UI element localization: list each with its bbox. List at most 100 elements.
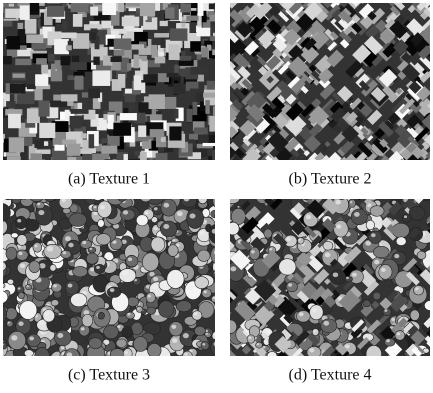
texture-patch <box>0 0 14 2</box>
texture-patch <box>403 161 418 176</box>
texture-highlight <box>16 192 19 194</box>
texture-highlight <box>173 239 176 241</box>
texture-highlight <box>371 233 376 237</box>
texture-blob <box>266 359 273 364</box>
texture-patch <box>127 0 136 2</box>
texture-highlight <box>99 189 102 192</box>
texture-blob <box>395 331 405 341</box>
texture-patch <box>47 6 65 17</box>
texture-patch <box>0 20 2 28</box>
texture-patch <box>0 99 4 108</box>
texture-blob <box>29 261 40 273</box>
texture-blob <box>158 301 173 318</box>
texture-highlight <box>61 346 65 349</box>
texture-patch <box>173 83 184 94</box>
texture-blob <box>215 346 230 360</box>
texture-patch <box>208 156 222 166</box>
texture-patch <box>102 0 116 15</box>
texture-highlight <box>190 213 196 218</box>
texture-highlight <box>18 321 23 326</box>
texture-blob <box>392 182 406 197</box>
texture-patch <box>125 94 136 102</box>
texture-blob <box>80 190 90 198</box>
texture-patch <box>82 140 88 151</box>
texture-highlight <box>202 343 205 345</box>
texture-patch <box>131 44 144 49</box>
texture-highlight <box>168 357 173 361</box>
texture-highlight <box>154 227 158 230</box>
texture-blob <box>18 189 24 194</box>
texture-blob <box>4 355 16 366</box>
texture-blob <box>216 355 233 371</box>
texture-blob <box>55 330 72 346</box>
texture-patch <box>173 162 177 170</box>
texture-blob <box>307 346 321 358</box>
texture-highlight <box>415 287 419 290</box>
texture-highlight <box>123 210 128 214</box>
texture-patch <box>9 137 24 152</box>
texture-highlight <box>45 189 50 194</box>
texture-patch <box>215 0 234 3</box>
texture-patch <box>218 6 231 19</box>
texture-highlight <box>266 191 269 194</box>
texture-blob <box>51 283 61 292</box>
texture-blob <box>50 264 56 271</box>
texture-highlight <box>221 308 223 310</box>
texture-patch <box>118 74 125 88</box>
texture-highlight <box>45 312 49 316</box>
texture-blob <box>417 251 426 259</box>
texture-patch <box>149 94 165 109</box>
texture-highlight <box>214 271 218 274</box>
texture-blob <box>177 358 192 372</box>
texture-blob <box>29 191 44 202</box>
texture-blob <box>211 245 229 264</box>
texture-patch <box>92 154 109 169</box>
texture-blob <box>43 309 55 322</box>
texture-patch <box>36 149 51 154</box>
texture-blob <box>97 234 111 245</box>
page: {"figure": {"panels": [ {"caption": "(a)… <box>0 0 433 388</box>
texture-patch <box>36 58 47 64</box>
texture-blob <box>423 348 429 353</box>
texture-patch <box>10 83 26 93</box>
texture-highlight <box>336 224 341 228</box>
texture-patch <box>56 163 72 171</box>
texture-blob <box>277 358 288 369</box>
texture-patch <box>152 45 158 58</box>
texture-highlight <box>8 322 10 324</box>
texture-blob <box>123 348 132 359</box>
texture-patch <box>216 117 231 130</box>
texture-patch <box>155 0 162 2</box>
texture-patch <box>364 187 371 194</box>
texture-blob <box>169 322 183 337</box>
texture-highlight <box>214 341 220 346</box>
texture-blob <box>338 192 346 200</box>
texture-blob <box>142 188 154 201</box>
texture-patch <box>203 93 216 98</box>
texture-blob <box>0 294 1 305</box>
texture-patch <box>383 186 393 196</box>
texture-patch <box>257 0 268 1</box>
texture-blob <box>351 209 367 225</box>
texture-patch <box>41 65 48 74</box>
texture-highlight <box>68 243 73 248</box>
texture-patch <box>67 157 76 166</box>
texture-highlight <box>63 251 67 254</box>
texture-patch <box>31 43 45 49</box>
texture-highlight <box>391 318 395 321</box>
texture-blob <box>73 266 88 276</box>
texture-blob <box>216 220 230 234</box>
texture-patch <box>217 254 230 267</box>
texture-patch <box>213 128 228 137</box>
texture-patch <box>122 17 140 26</box>
texture-highlight <box>257 343 259 345</box>
texture-highlight <box>374 260 379 264</box>
texture-highlight <box>67 352 73 357</box>
texture-patch <box>217 78 226 84</box>
texture-highlight <box>313 330 315 332</box>
texture-blob <box>217 290 223 294</box>
texture-patch <box>214 2 228 13</box>
texture-blob <box>327 188 340 198</box>
caption: (b) Texture 2 <box>289 171 372 188</box>
texture-patch <box>71 109 89 114</box>
